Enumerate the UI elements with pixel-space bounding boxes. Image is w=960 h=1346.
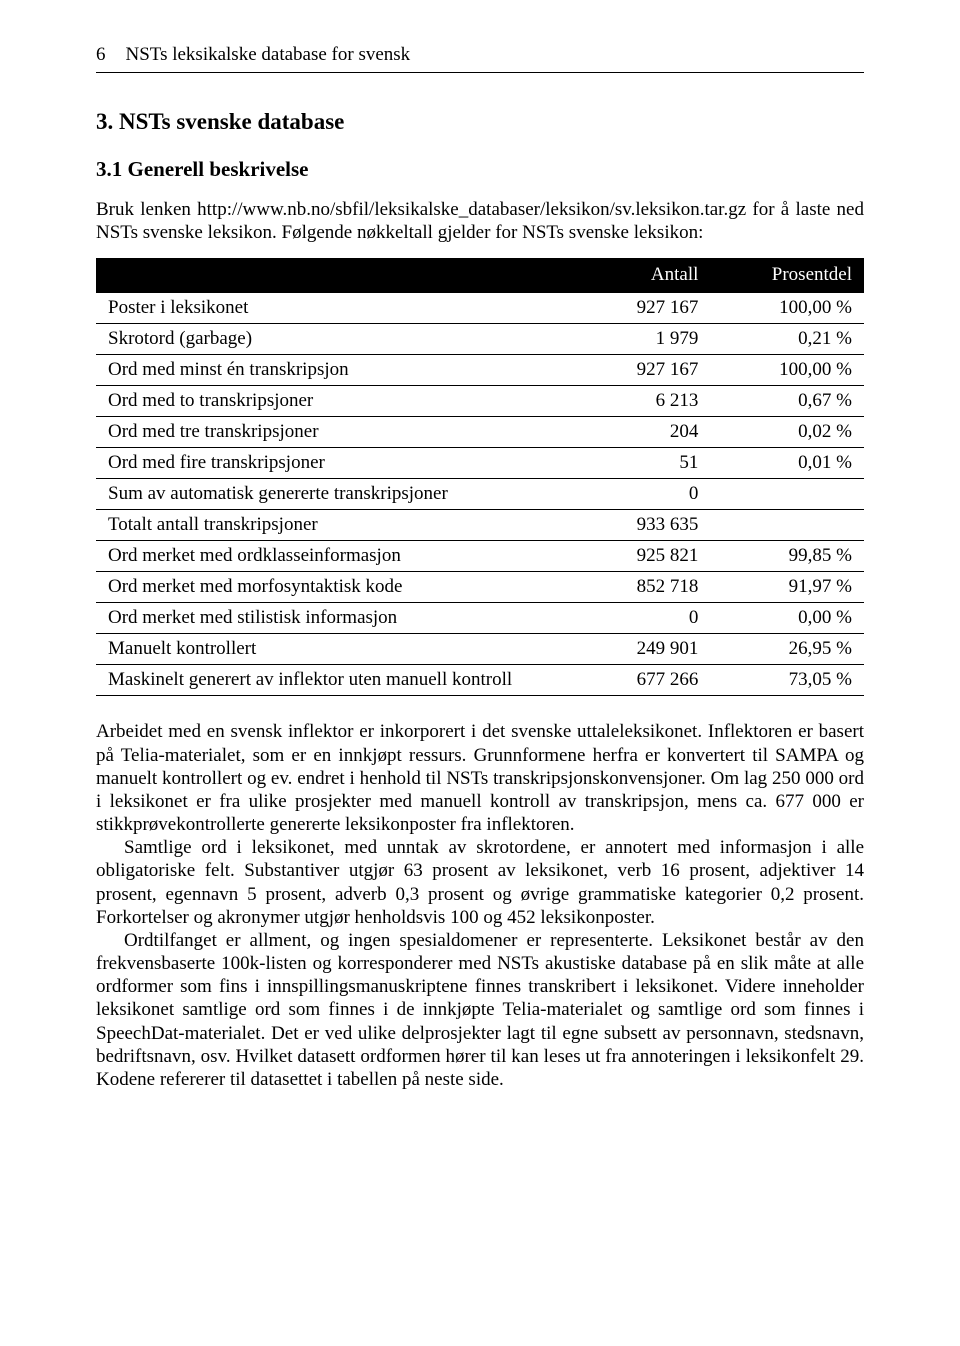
section-heading-3: 3. NSTs svenske database xyxy=(96,109,864,135)
heading-title: NSTs svenske database xyxy=(119,109,344,134)
row-percent: 99,85 % xyxy=(710,541,864,572)
stats-table: Antall Prosentdel Poster i leksikonet927… xyxy=(96,258,864,696)
table-row: Manuelt kontrollert249 90126,95 % xyxy=(96,634,864,665)
row-label: Ord merket med morfosyntaktisk kode xyxy=(96,572,557,603)
row-percent: 100,00 % xyxy=(710,355,864,386)
row-count: 927 167 xyxy=(557,293,711,324)
table-row: Ord merket med morfosyntaktisk kode852 7… xyxy=(96,572,864,603)
download-link[interactable]: http://www.nb.no/sbfil/leksikalske_datab… xyxy=(197,199,746,220)
intro-text-before: Bruk lenken xyxy=(96,199,197,220)
row-label: Ord med minst én transkripsjon xyxy=(96,355,557,386)
table-header-pct: Prosentdel xyxy=(710,258,864,293)
row-percent xyxy=(710,510,864,541)
table-row: Ord med to transkripsjoner6 2130,67 % xyxy=(96,386,864,417)
table-row: Ord merket med stilistisk informasjon00,… xyxy=(96,603,864,634)
row-label: Ord med to transkripsjoner xyxy=(96,386,557,417)
row-label: Manuelt kontrollert xyxy=(96,634,557,665)
row-percent xyxy=(710,479,864,510)
body-paragraph-1: Arbeidet med en svensk inflektor er inko… xyxy=(96,720,864,836)
row-label: Totalt antall transkripsjoner xyxy=(96,510,557,541)
subheading-number: 3.1 xyxy=(96,157,122,181)
subheading-title: Generell beskrivelse xyxy=(128,157,309,181)
row-count: 925 821 xyxy=(557,541,711,572)
row-percent: 26,95 % xyxy=(710,634,864,665)
row-percent: 100,00 % xyxy=(710,293,864,324)
document-page: 6 NSTs leksikalske database for svensk 3… xyxy=(0,0,960,1151)
row-count: 0 xyxy=(557,479,711,510)
row-percent: 73,05 % xyxy=(710,665,864,696)
table-row: Ord med fire transkripsjoner510,01 % xyxy=(96,448,864,479)
table-row: Ord med tre transkripsjoner2040,02 % xyxy=(96,417,864,448)
table-row: Skrotord (garbage)1 9790,21 % xyxy=(96,324,864,355)
table-row: Sum av automatisk genererte transkripsjo… xyxy=(96,479,864,510)
body-text: Arbeidet med en svensk inflektor er inko… xyxy=(96,720,864,1091)
row-count: 852 718 xyxy=(557,572,711,603)
table-row: Poster i leksikonet927 167100,00 % xyxy=(96,293,864,324)
section-heading-3-1: 3.1 Generell beskrivelse xyxy=(96,157,864,182)
row-percent: 91,97 % xyxy=(710,572,864,603)
row-count: 677 266 xyxy=(557,665,711,696)
row-percent: 0,02 % xyxy=(710,417,864,448)
intro-paragraph: Bruk lenken http://www.nb.no/sbfil/leksi… xyxy=(96,198,864,244)
body-paragraph-2: Samtlige ord i leksikonet, med unntak av… xyxy=(96,836,864,929)
row-label: Poster i leksikonet xyxy=(96,293,557,324)
table-row: Maskinelt generert av inflektor uten man… xyxy=(96,665,864,696)
row-count: 249 901 xyxy=(557,634,711,665)
table-header-count: Antall xyxy=(557,258,711,293)
running-title: NSTs leksikalske database for svensk xyxy=(126,44,411,66)
row-label: Sum av automatisk genererte transkripsjo… xyxy=(96,479,557,510)
page-number: 6 xyxy=(96,44,106,66)
row-percent: 0,21 % xyxy=(710,324,864,355)
header-rule xyxy=(96,72,864,73)
row-count: 6 213 xyxy=(557,386,711,417)
row-count: 204 xyxy=(557,417,711,448)
table-header-empty xyxy=(96,258,557,293)
row-count: 1 979 xyxy=(557,324,711,355)
row-percent: 0,00 % xyxy=(710,603,864,634)
row-label: Ord merket med stilistisk informasjon xyxy=(96,603,557,634)
table-body: Poster i leksikonet927 167100,00 %Skroto… xyxy=(96,293,864,696)
table-row: Ord med minst én transkripsjon927 167100… xyxy=(96,355,864,386)
table-row: Ord merket med ordklasseinformasjon925 8… xyxy=(96,541,864,572)
row-label: Skrotord (garbage) xyxy=(96,324,557,355)
row-count: 51 xyxy=(557,448,711,479)
row-count: 933 635 xyxy=(557,510,711,541)
table-header: Antall Prosentdel xyxy=(96,258,864,293)
table-row: Totalt antall transkripsjoner933 635 xyxy=(96,510,864,541)
row-label: Ord merket med ordklasseinformasjon xyxy=(96,541,557,572)
heading-number: 3. xyxy=(96,109,113,134)
row-percent: 0,01 % xyxy=(710,448,864,479)
row-label: Maskinelt generert av inflektor uten man… xyxy=(96,665,557,696)
body-paragraph-3: Ordtilfanget er allment, og ingen spesia… xyxy=(96,929,864,1091)
row-label: Ord med fire transkripsjoner xyxy=(96,448,557,479)
row-label: Ord med tre transkripsjoner xyxy=(96,417,557,448)
row-count: 927 167 xyxy=(557,355,711,386)
row-percent: 0,67 % xyxy=(710,386,864,417)
running-header: 6 NSTs leksikalske database for svensk xyxy=(96,44,864,66)
row-count: 0 xyxy=(557,603,711,634)
